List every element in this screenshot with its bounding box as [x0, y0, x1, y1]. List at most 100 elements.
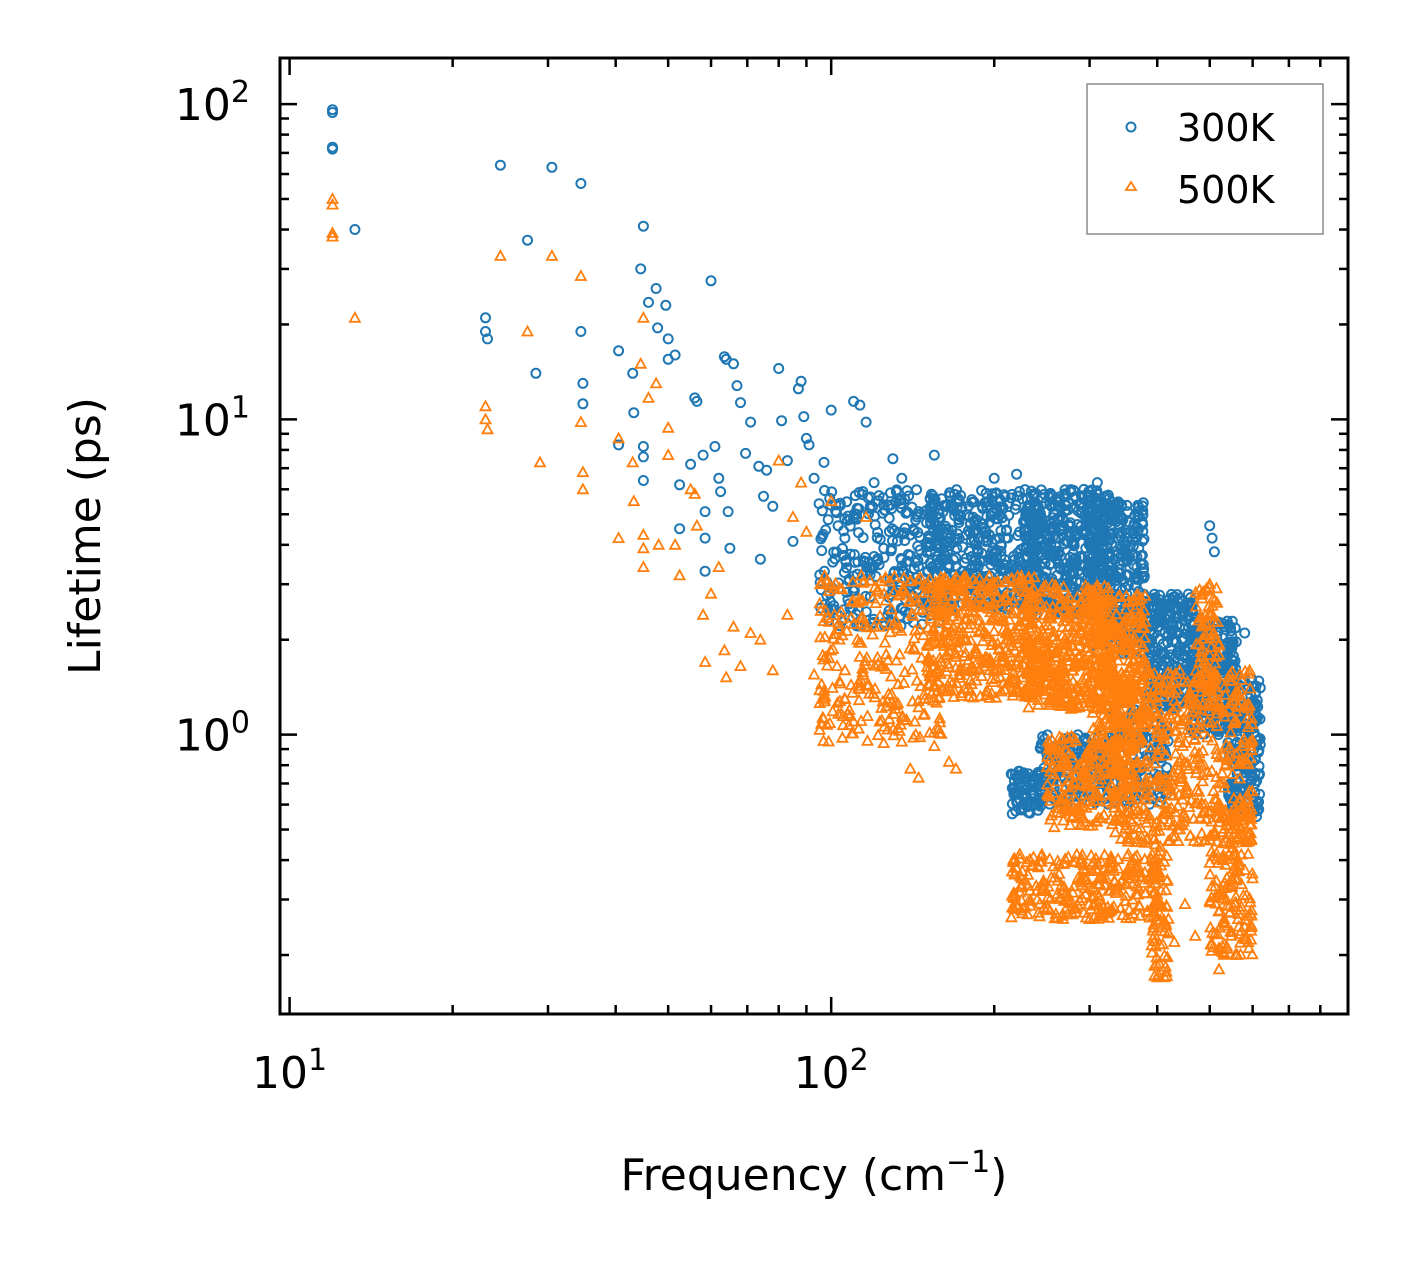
point-500k: [856, 610, 870, 623]
point-500k: [949, 661, 963, 673]
point-500k: [1193, 755, 1207, 768]
point-500k: [1205, 763, 1219, 776]
point-300k: [861, 562, 873, 573]
point-500k: [813, 596, 827, 609]
point-300k: [1176, 633, 1188, 645]
point-300k: [873, 559, 885, 571]
point-500k: [1146, 778, 1160, 791]
point-500k: [846, 575, 860, 587]
point-500k: [824, 643, 838, 656]
point-300k: [1228, 779, 1240, 791]
point-500k: [1121, 595, 1135, 607]
point-500k: [1050, 694, 1064, 707]
point-500k: [1066, 855, 1080, 868]
point-500k: [1103, 609, 1117, 621]
point-500k: [1241, 757, 1255, 770]
point-500k: [1142, 671, 1156, 684]
point-300k: [613, 439, 625, 451]
point-500k: [1060, 648, 1074, 661]
point-500k: [1033, 599, 1047, 611]
point-500k: [1119, 821, 1133, 833]
point-300k: [1067, 548, 1079, 559]
point-500k: [1084, 632, 1099, 645]
point-500k: [1155, 743, 1169, 755]
point-500k: [961, 653, 976, 665]
point-500k: [1098, 848, 1112, 860]
point-500k: [1031, 693, 1045, 705]
point-300k: [825, 404, 837, 416]
point-300k: [1137, 505, 1149, 516]
point-500k: [1137, 603, 1151, 616]
point-500k: [1108, 707, 1122, 720]
point-500k: [1011, 680, 1025, 693]
point-500k: [1130, 688, 1144, 701]
point-500k: [1065, 639, 1079, 651]
point-500k: [1041, 890, 1055, 902]
point-500k: [950, 640, 964, 653]
point-300k: [327, 107, 338, 118]
point-500k: [1109, 627, 1123, 640]
point-300k: [1009, 503, 1021, 515]
point-500k: [992, 610, 1006, 622]
point-500k: [1107, 718, 1121, 731]
point-500k: [1046, 786, 1060, 799]
point-500k: [1238, 756, 1252, 768]
point-300k: [699, 532, 711, 544]
point-500k: [1054, 892, 1068, 904]
point-500k: [1147, 714, 1161, 727]
point-300k: [575, 326, 587, 337]
point-500k: [818, 630, 832, 642]
point-500k: [1066, 885, 1080, 898]
point-500k: [1198, 797, 1212, 810]
point-500k: [968, 645, 983, 657]
point-500k: [1088, 598, 1102, 611]
point-500k: [1092, 776, 1106, 788]
point-500k: [883, 574, 897, 587]
point-500k: [1022, 617, 1036, 630]
point-500k: [853, 650, 867, 662]
point-500k: [1180, 785, 1195, 797]
point-300k: [854, 399, 866, 411]
point-500k: [960, 599, 974, 611]
point-300k: [767, 500, 779, 512]
point-300k: [995, 525, 1007, 537]
point-300k: [758, 490, 769, 502]
point-500k: [832, 616, 846, 629]
point-500k: [1224, 725, 1238, 738]
point-300k: [976, 500, 988, 512]
point-500k: [1125, 594, 1139, 606]
point-500k: [1062, 746, 1076, 759]
point-500k: [991, 636, 1005, 649]
point-500k: [915, 603, 929, 616]
point-500k: [1004, 910, 1018, 923]
point-500k: [1190, 718, 1205, 731]
point-500k: [1079, 873, 1093, 886]
point-500k: [931, 674, 945, 687]
point-500k: [907, 631, 921, 644]
point-500k: [1016, 657, 1030, 670]
point-300k: [1047, 531, 1059, 543]
point-300k: [1045, 525, 1057, 536]
point-500k: [1241, 701, 1255, 714]
point-300k: [637, 475, 649, 486]
point-500k: [829, 576, 843, 589]
point-500k: [981, 629, 995, 642]
point-300k: [824, 492, 836, 504]
point-300k: [1044, 499, 1056, 510]
point-500k: [922, 678, 936, 691]
point-500k: [1135, 620, 1149, 633]
point-500k: [1093, 905, 1107, 918]
point-500k: [1051, 587, 1065, 600]
point-500k: [1201, 730, 1215, 743]
point-300k: [650, 283, 662, 294]
point-300k: [1066, 528, 1078, 540]
point-500k: [1135, 701, 1149, 714]
point-500k: [1013, 847, 1027, 860]
point-500k: [1037, 648, 1051, 661]
point-500k: [1123, 702, 1137, 715]
point-500k: [976, 599, 990, 612]
point-500k: [1123, 831, 1137, 844]
point-300k: [1016, 770, 1027, 782]
point-300k: [480, 326, 491, 337]
point-500k: [1130, 616, 1144, 628]
